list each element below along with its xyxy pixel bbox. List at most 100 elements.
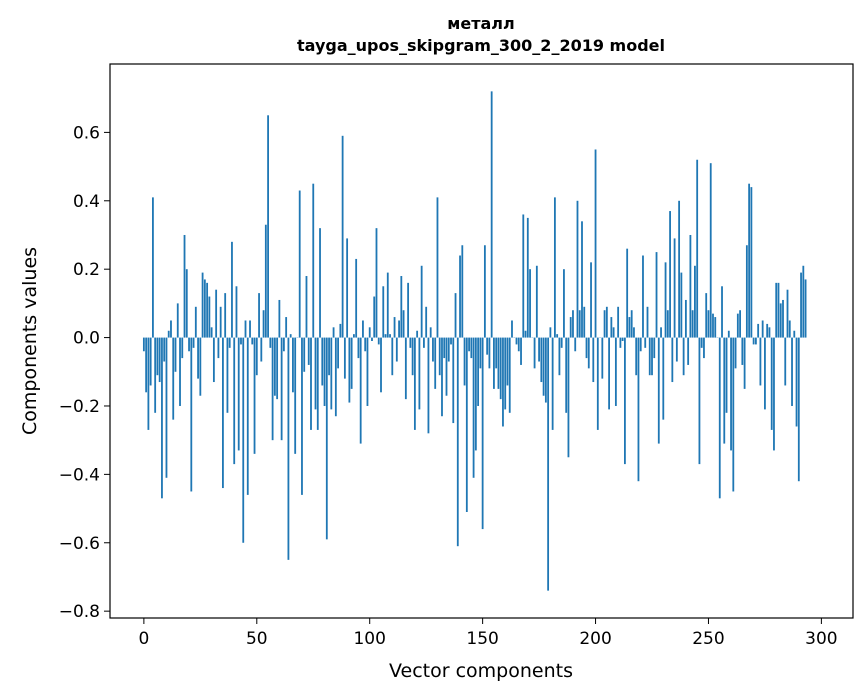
- bar: [594, 149, 597, 338]
- bar: [587, 337, 590, 369]
- bar: [673, 238, 676, 338]
- bar: [800, 272, 802, 338]
- bar: [235, 286, 238, 338]
- bar: [145, 337, 148, 393]
- bar: [350, 337, 353, 389]
- bar: [292, 337, 294, 393]
- bar: [280, 337, 283, 441]
- bar: [362, 320, 364, 338]
- bar: [538, 337, 540, 362]
- bar: [334, 337, 337, 417]
- bar: [524, 330, 527, 338]
- bar: [572, 310, 574, 338]
- x-axis-label: Vector components: [389, 660, 573, 682]
- bar: [502, 337, 504, 427]
- bar: [251, 337, 254, 345]
- y-axis: −0.8 −0.6 −0.4 −0.2 0.0 0.2 0.4 0.6: [59, 123, 110, 622]
- bar: [450, 337, 452, 345]
- bar: [583, 306, 586, 338]
- bar: [764, 337, 766, 410]
- bar: [249, 320, 251, 338]
- bar: [312, 183, 315, 338]
- bar: [416, 330, 419, 338]
- bar: [551, 337, 554, 430]
- x-tick-label: 50: [246, 629, 268, 649]
- y-tick-label: 0.2: [73, 260, 100, 280]
- bar: [174, 337, 177, 372]
- bar: [497, 337, 500, 389]
- bar: [425, 306, 428, 338]
- bar: [612, 327, 615, 338]
- bar: [567, 337, 570, 458]
- bar: [468, 337, 470, 352]
- chart-title: металл: [447, 14, 514, 33]
- bar: [576, 200, 579, 338]
- bar: [443, 337, 446, 359]
- bar: [759, 337, 762, 386]
- bar: [592, 337, 595, 383]
- bar: [515, 337, 518, 345]
- bar: [380, 337, 382, 393]
- bar: [745, 245, 748, 338]
- bar: [520, 337, 522, 365]
- bar: [549, 327, 552, 338]
- bar: [190, 337, 193, 492]
- bar: [228, 337, 231, 348]
- bar: [725, 337, 728, 413]
- bar: [262, 310, 265, 338]
- y-tick-label: 0.4: [73, 192, 100, 212]
- bar: [750, 187, 753, 338]
- bar: [278, 299, 281, 338]
- bar: [264, 224, 267, 338]
- bar: [691, 310, 694, 338]
- bar: [305, 276, 308, 338]
- bar: [452, 337, 455, 424]
- bar: [718, 337, 721, 499]
- bar: [743, 337, 746, 389]
- y-tick-label: −0.2: [59, 397, 100, 417]
- bar: [666, 310, 669, 338]
- bar: [343, 337, 346, 379]
- bar: [633, 327, 635, 338]
- bar: [603, 310, 606, 338]
- bar: [504, 337, 507, 410]
- bar: [314, 337, 317, 410]
- bar: [357, 337, 360, 359]
- bar: [423, 337, 425, 348]
- bar: [420, 265, 423, 338]
- bar: [736, 313, 739, 338]
- bar: [739, 310, 741, 338]
- bar: [754, 337, 757, 345]
- bar: [626, 248, 629, 338]
- bar: [386, 272, 389, 338]
- bar: [413, 337, 416, 430]
- bar: [341, 135, 344, 338]
- bar: [203, 279, 206, 338]
- bar: [642, 255, 644, 338]
- bar: [321, 337, 324, 386]
- bar: [637, 337, 640, 482]
- bar: [560, 337, 563, 348]
- bar: [240, 337, 242, 345]
- bar: [624, 337, 626, 465]
- bar: [797, 337, 800, 482]
- bar: [301, 337, 303, 495]
- bar: [748, 183, 751, 338]
- bar: [402, 310, 405, 338]
- bar: [382, 286, 385, 338]
- y-axis-label: Components values: [19, 247, 41, 435]
- bar: [233, 337, 236, 465]
- bar: [687, 337, 690, 365]
- bar: [793, 330, 796, 338]
- bar: [558, 337, 561, 376]
- bar: [371, 337, 373, 341]
- bar: [752, 337, 755, 345]
- bar: [684, 299, 687, 338]
- bar: [244, 320, 247, 338]
- bar: [563, 269, 565, 338]
- bar: [621, 337, 624, 341]
- bar: [651, 337, 653, 376]
- bar: [682, 337, 685, 376]
- bar: [732, 337, 735, 492]
